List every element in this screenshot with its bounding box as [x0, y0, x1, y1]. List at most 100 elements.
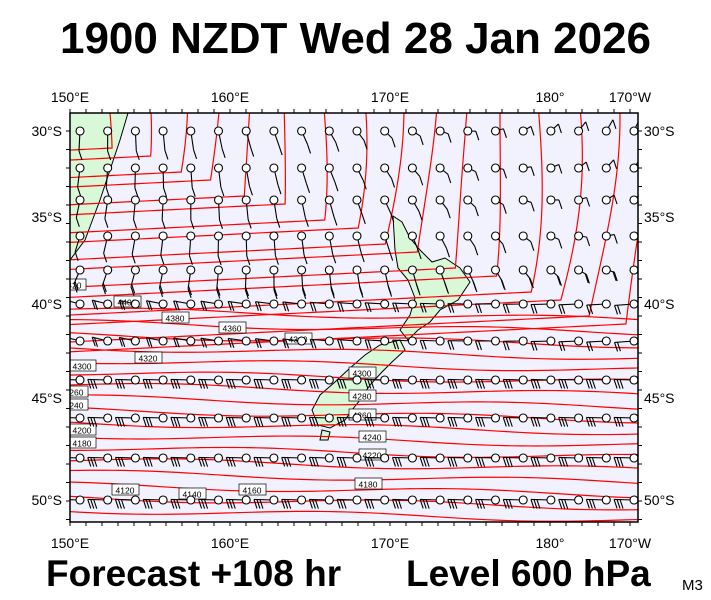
- contour-label: 4300: [353, 369, 372, 379]
- wind-station: [213, 231, 224, 266]
- wind-barb-feather: [557, 276, 562, 286]
- station-circle: [546, 375, 556, 385]
- wind-barb-feather: [422, 499, 427, 509]
- wind-barb-feather: [616, 342, 621, 352]
- station-circle: [130, 265, 140, 275]
- wind-barb-feather: [314, 457, 319, 467]
- station-circle: [269, 126, 279, 136]
- station-circle: [629, 336, 638, 346]
- station-circle: [158, 375, 168, 385]
- wind-barb-feather: [447, 379, 452, 389]
- wind-barb-feather: [104, 218, 109, 228]
- station-circle: [297, 413, 307, 423]
- wind-barb-feather: [613, 234, 618, 244]
- wind-station: [518, 163, 535, 177]
- wind-barb-feather: [530, 457, 535, 467]
- wind-barb-feather: [394, 499, 399, 509]
- station-circle: [324, 163, 334, 173]
- station-circle: [629, 195, 638, 205]
- station-circle: [380, 231, 390, 241]
- wind-station: [101, 265, 113, 295]
- wind-barb-feather: [66, 458, 69, 467]
- station-circle: [324, 413, 334, 423]
- wind-station: [198, 413, 224, 427]
- wind-barb-feather: [422, 303, 427, 313]
- wind-barb-feather: [474, 340, 480, 351]
- wind-station: [142, 413, 168, 427]
- height-contour: [70, 113, 468, 288]
- wind-barb-feather: [640, 118, 643, 127]
- contour-label-box: [354, 477, 383, 490]
- station-circle: [75, 413, 85, 423]
- wind-station: [186, 163, 196, 197]
- station-circle: [269, 299, 279, 309]
- wind-station: [70, 336, 85, 347]
- wind-barb-feather: [145, 499, 150, 509]
- wind-station: [475, 453, 501, 467]
- height-contour: [70, 113, 405, 261]
- wind-barb-feather: [218, 219, 224, 230]
- wind-barb-feather: [87, 499, 92, 509]
- wind-station: [352, 195, 366, 225]
- station-circle: [574, 375, 584, 385]
- wind-barb-feather: [364, 302, 369, 312]
- wind-barb-feather: [148, 417, 153, 427]
- wind-barb-feather: [419, 176, 424, 186]
- wind-barb-feather: [312, 339, 317, 349]
- station-circle: [490, 265, 501, 275]
- wind-station: [103, 163, 113, 197]
- wind-barb-feather: [502, 417, 507, 427]
- wind-barb-feather: [536, 457, 541, 467]
- wind-barb-feather: [148, 457, 153, 467]
- station-circle: [269, 495, 279, 505]
- wind-station: [585, 375, 611, 389]
- station-circle: [241, 336, 251, 346]
- wind-station: [253, 375, 279, 389]
- contour-label-box: [161, 311, 190, 324]
- wind-barb-feather: [284, 417, 289, 427]
- wind-station: [337, 299, 362, 312]
- wind-station: [380, 231, 394, 261]
- station-circle: [186, 495, 196, 505]
- wind-station: [337, 336, 362, 349]
- wind-barb-feather: [202, 338, 208, 348]
- wind-station: [241, 231, 251, 266]
- wind-station: [629, 118, 643, 136]
- station-circle: [352, 126, 362, 136]
- station-circle: [435, 375, 445, 385]
- station-circle: [130, 195, 140, 205]
- wind-barb-feather: [445, 247, 450, 258]
- station-circle: [407, 495, 417, 505]
- wind-barb-feather: [145, 337, 150, 347]
- wind-barb-feather: [418, 211, 423, 221]
- map-title: 1900 NZDT Wed 28 Jan 2026: [59, 14, 652, 63]
- wind-station: [170, 375, 196, 389]
- wind-station: [186, 231, 196, 265]
- wind-station: [254, 299, 279, 312]
- wind-barb-feather: [74, 251, 79, 262]
- wind-barb-feather: [173, 457, 178, 467]
- wind-barb-feather: [93, 379, 98, 389]
- station-circle: [601, 336, 611, 346]
- wind-station: [91, 336, 113, 347]
- wind-barb-feather: [170, 417, 175, 427]
- wind-barb-feather: [130, 286, 135, 296]
- wind-station: [502, 453, 528, 467]
- longitude-label: 170°W: [609, 535, 652, 551]
- station-circle: [380, 336, 390, 346]
- wind-station: [585, 413, 611, 427]
- wind-barb-feather: [419, 379, 424, 389]
- station-circle: [186, 413, 196, 423]
- wind-station: [281, 453, 307, 467]
- wind-barb-feather: [201, 457, 206, 467]
- wind-barb-feather: [391, 417, 396, 427]
- wind-barb-feather: [475, 131, 480, 141]
- longitude-label: 160°E: [211, 89, 249, 105]
- wind-barb-feather: [612, 271, 617, 281]
- wind-barb-feather: [198, 499, 203, 509]
- wind-barb-feather: [450, 417, 455, 427]
- height-contour: [70, 113, 438, 270]
- wind-station: [613, 453, 638, 467]
- wind-station: [336, 413, 362, 427]
- wind-station: [391, 413, 417, 427]
